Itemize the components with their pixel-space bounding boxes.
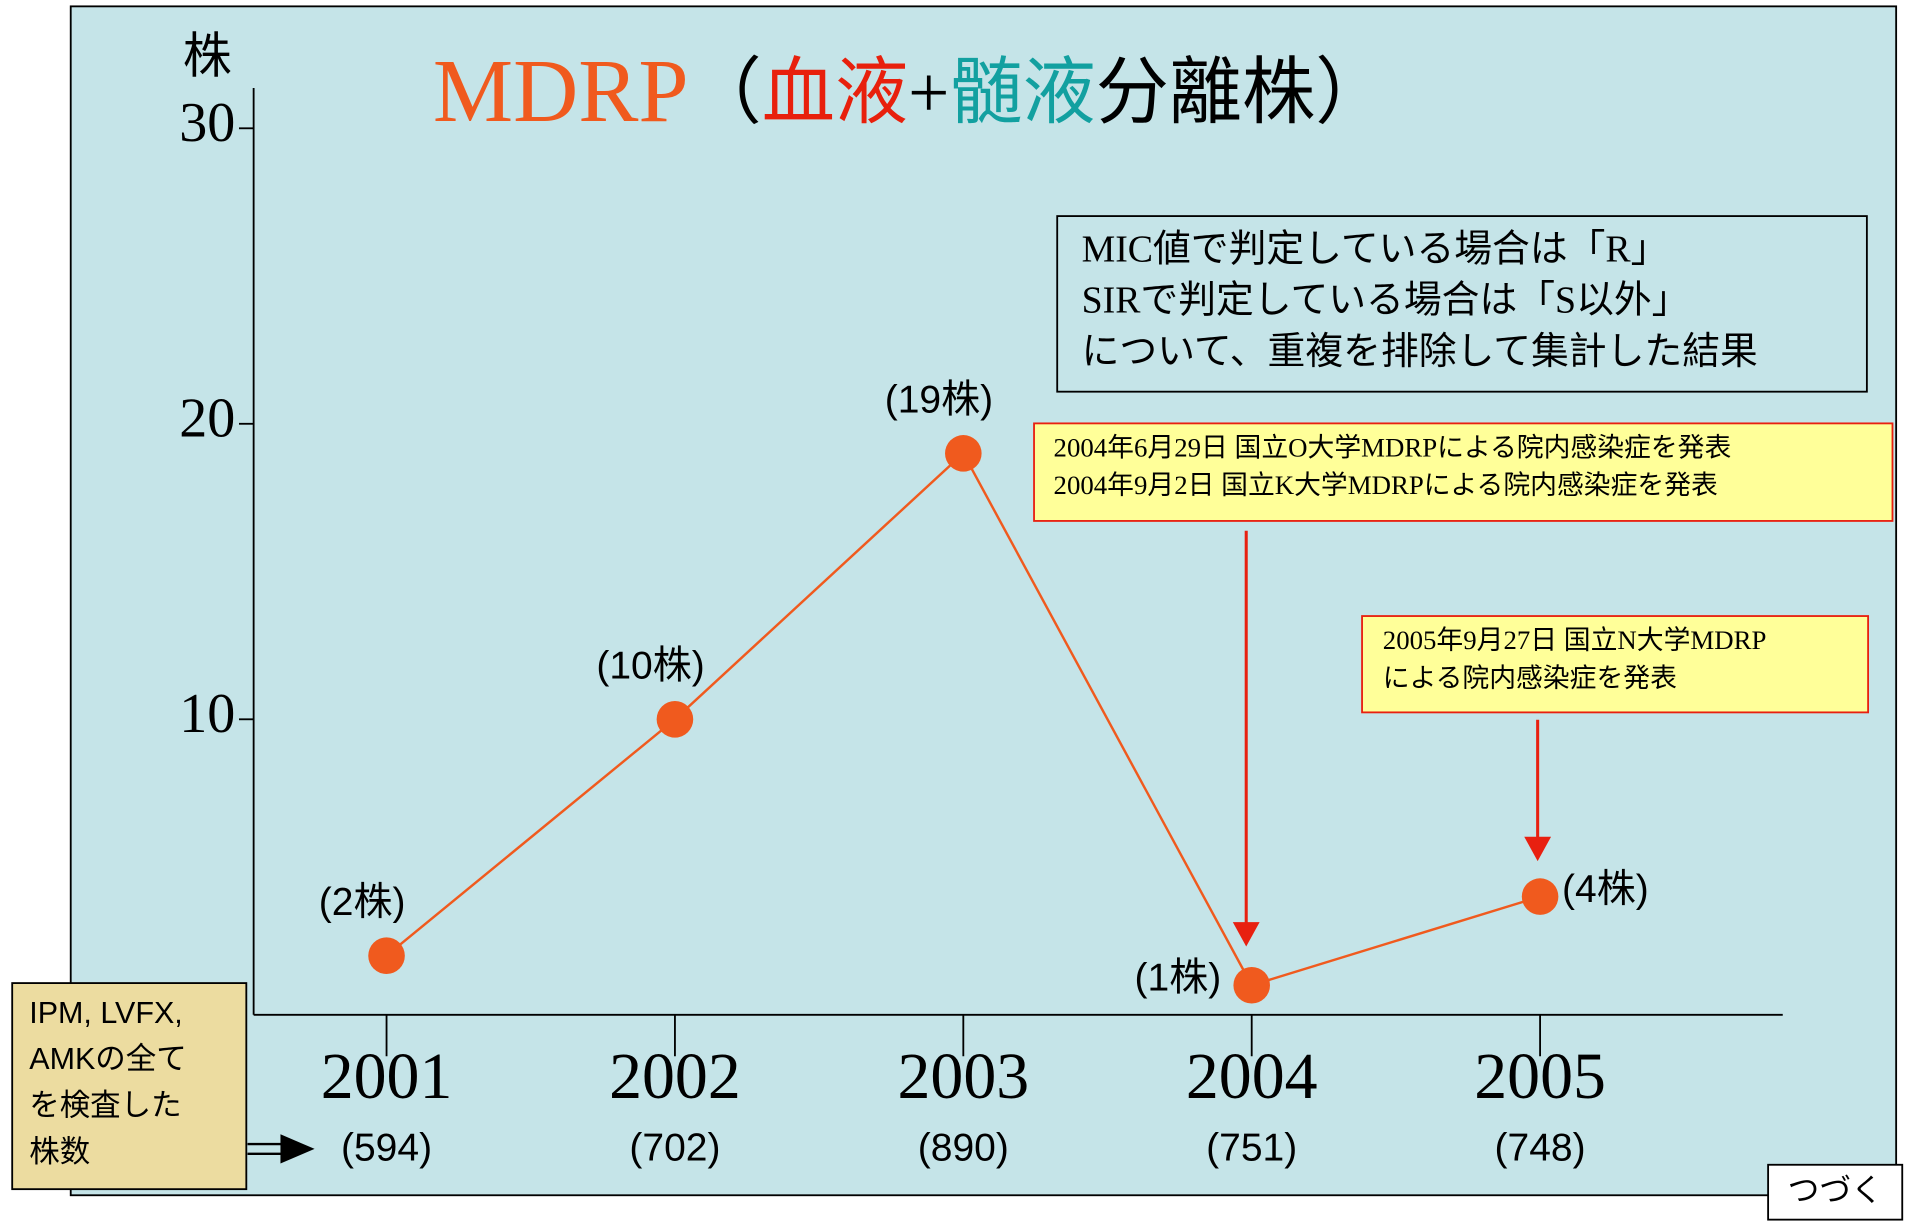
sublabel-note-line: IPM, LVFX, (29, 996, 183, 1030)
data-point (1521, 878, 1559, 915)
sublabel-arrow (247, 1134, 315, 1164)
sublabel-note-line: AMKの全て (29, 1042, 186, 1076)
data-label: (1株) (1135, 957, 1222, 1000)
y-tick-label: 10 (179, 683, 235, 745)
title-part: 分離株） (1096, 52, 1389, 133)
event-box (1361, 615, 1870, 714)
data-point (656, 700, 694, 738)
title-part: MDRP (433, 41, 689, 141)
y-tick-label: 20 (179, 388, 235, 450)
data-point (1233, 966, 1270, 1004)
x-sublabel: (702) (629, 1126, 720, 1169)
title-part: （ (689, 52, 762, 133)
title-part: + (908, 52, 949, 133)
x-tick-label: 2003 (897, 1040, 1029, 1113)
x-sublabel: (594) (341, 1126, 432, 1169)
continue-button[interactable] (1767, 1163, 1904, 1221)
sublabel-note-line: を検査した (29, 1089, 181, 1123)
x-tick-label: 2002 (609, 1040, 741, 1113)
x-tick-label: 2001 (321, 1040, 453, 1113)
x-sublabel: (751) (1206, 1126, 1297, 1169)
continue-label: つづく (1788, 1172, 1883, 1208)
x-sublabel: (748) (1495, 1126, 1586, 1169)
sublabel-note-line: 株数 (29, 1135, 90, 1169)
chart-title: MDRP（血液+髄液分離株） (433, 41, 1388, 141)
note-line: について、重複を排除して集計した結果 (1082, 331, 1758, 373)
data-label: (4株) (1562, 868, 1649, 911)
data-label: (19株) (885, 378, 993, 421)
x-tick-label: 2004 (1186, 1040, 1318, 1113)
x-sublabel: (890) (918, 1126, 1009, 1169)
y-tick-label: 30 (179, 92, 235, 154)
slide-panel (69, 5, 1898, 1197)
note-line: SIRで判定している場合は「S以外」 (1082, 280, 1690, 322)
data-point (945, 435, 982, 472)
title-part: 血液 (762, 52, 908, 133)
event-line: 2004年6月29日 国立O大学MDRPによる院内感染症を発表 (1054, 432, 1732, 462)
note-line: MIC値で判定している場合は「R」 (1082, 228, 1669, 270)
sublabel-note-box (11, 982, 248, 1191)
data-label: (10株) (596, 644, 704, 687)
y-axis-label: 株 (183, 29, 232, 83)
data-point (368, 937, 405, 974)
event-box (1033, 422, 1894, 522)
note-box (1056, 215, 1868, 393)
event-line: 2005年9月27日 国立N大学MDRP (1383, 625, 1767, 655)
event-line: による院内感染症を発表 (1383, 663, 1677, 693)
event-line: 2004年9月2日 国立K大学MDRPによる院内感染症を発表 (1054, 470, 1718, 500)
data-label: (2株) (319, 881, 406, 924)
event-arrows (1232, 530, 1552, 947)
x-tick-label: 2005 (1474, 1040, 1606, 1113)
title-part: 髄液 (949, 52, 1095, 133)
